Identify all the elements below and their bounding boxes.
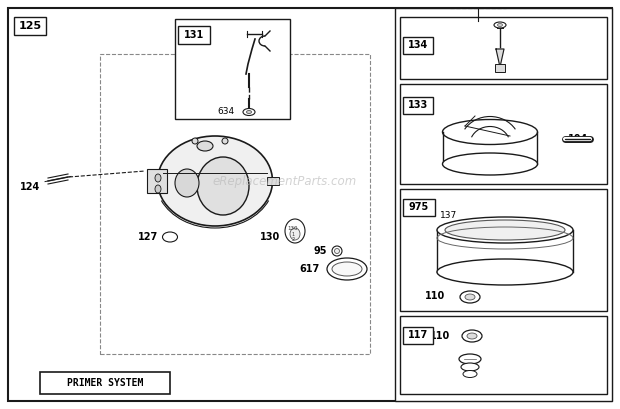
Bar: [400, 17, 607, 79]
Ellipse shape: [243, 108, 255, 115]
Bar: [178, 26, 210, 44]
Ellipse shape: [192, 138, 198, 144]
Ellipse shape: [460, 291, 480, 303]
Bar: [175, 19, 290, 119]
Ellipse shape: [197, 157, 249, 215]
Bar: [100, 54, 370, 354]
Bar: [400, 84, 607, 184]
Bar: [403, 37, 433, 54]
Ellipse shape: [155, 174, 161, 182]
Ellipse shape: [222, 138, 228, 144]
Text: 104: 104: [568, 134, 588, 144]
Ellipse shape: [175, 169, 199, 197]
Ellipse shape: [437, 217, 573, 243]
Ellipse shape: [459, 354, 481, 364]
Ellipse shape: [497, 23, 502, 27]
Ellipse shape: [465, 294, 475, 300]
Ellipse shape: [462, 330, 482, 342]
Ellipse shape: [437, 259, 573, 285]
Polygon shape: [437, 230, 573, 272]
Circle shape: [335, 249, 340, 254]
Ellipse shape: [327, 258, 367, 280]
Ellipse shape: [494, 22, 506, 28]
Bar: [14, 17, 46, 35]
Text: PRIMER SYSTEM: PRIMER SYSTEM: [67, 378, 143, 388]
Ellipse shape: [463, 371, 477, 378]
Bar: [403, 327, 433, 344]
Ellipse shape: [162, 232, 177, 242]
Ellipse shape: [155, 185, 161, 193]
Ellipse shape: [443, 119, 538, 144]
FancyBboxPatch shape: [495, 64, 505, 72]
Text: 131: 131: [184, 30, 204, 40]
Ellipse shape: [290, 228, 300, 240]
Ellipse shape: [467, 333, 477, 339]
Polygon shape: [496, 49, 504, 67]
Text: 124: 124: [20, 182, 40, 192]
Ellipse shape: [197, 141, 213, 151]
Bar: [40, 372, 170, 394]
Bar: [400, 189, 607, 311]
Text: 1
2: 1 2: [291, 231, 294, 243]
Bar: [395, 8, 612, 401]
Ellipse shape: [285, 219, 305, 243]
Text: 130: 130: [260, 232, 280, 242]
Text: 125: 125: [19, 21, 42, 31]
Ellipse shape: [247, 110, 252, 114]
Bar: [403, 199, 435, 216]
Ellipse shape: [443, 153, 538, 175]
Bar: [403, 97, 433, 114]
Text: eReplacementParts.com: eReplacementParts.com: [213, 175, 357, 187]
Text: 127: 127: [138, 232, 158, 242]
Text: 634: 634: [218, 108, 235, 117]
Text: 130: 130: [288, 225, 298, 231]
Text: 134: 134: [408, 40, 428, 50]
Text: 110: 110: [425, 291, 445, 301]
Text: 617: 617: [300, 264, 320, 274]
Ellipse shape: [445, 220, 565, 240]
Text: 117: 117: [408, 330, 428, 341]
Bar: [147, 169, 167, 193]
Bar: [400, 316, 607, 394]
Bar: [267, 177, 279, 185]
Text: 975: 975: [409, 202, 429, 213]
Text: 133: 133: [408, 101, 428, 110]
Text: 110: 110: [430, 331, 450, 341]
Text: 137: 137: [440, 211, 458, 220]
Ellipse shape: [332, 262, 362, 276]
Ellipse shape: [157, 136, 273, 226]
Text: 95: 95: [313, 246, 327, 256]
Circle shape: [332, 246, 342, 256]
Ellipse shape: [461, 363, 479, 371]
